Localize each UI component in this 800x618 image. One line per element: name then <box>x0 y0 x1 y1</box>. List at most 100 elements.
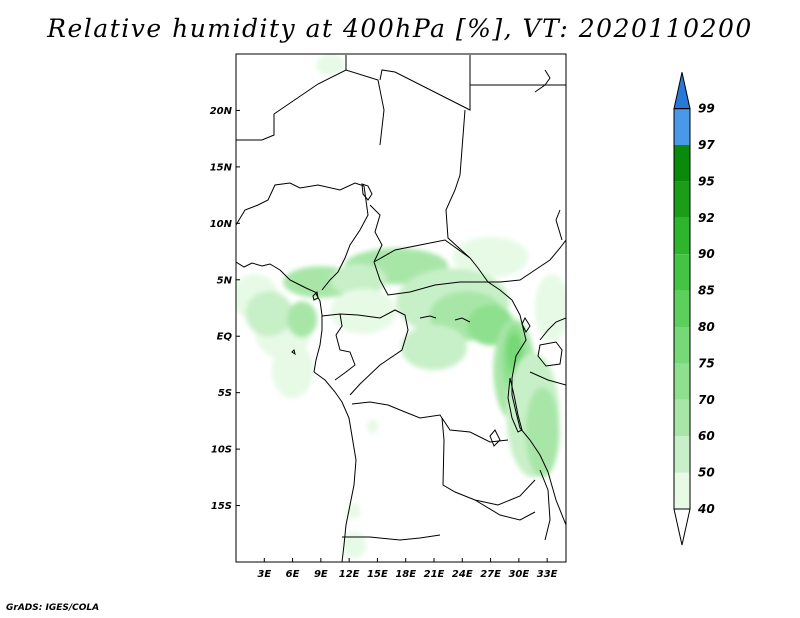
humidity-contour-40 <box>271 341 314 399</box>
congo-drc-border <box>349 309 409 396</box>
uganda-kenya-border <box>539 317 566 341</box>
colorbar-label: 92 <box>698 211 715 225</box>
chad-cameroon-border <box>369 204 383 263</box>
lon-tick-label: 33E <box>537 569 558 580</box>
colorbar-label: 97 <box>698 138 715 152</box>
central-coastline <box>313 371 357 562</box>
bioko-island <box>312 290 319 301</box>
colorbar-segment <box>674 108 690 145</box>
lon-tick-label: 6E <box>286 569 300 580</box>
humidity-contour-50 <box>245 291 293 337</box>
car-south-border <box>373 261 513 301</box>
lon-tick-label: 24E <box>452 569 473 580</box>
humidity-contour-40 <box>330 288 397 334</box>
colorbar-label: 85 <box>698 284 715 298</box>
colorbar-segment <box>674 217 690 255</box>
south-sudan-border <box>488 239 566 283</box>
colorbar-label: 75 <box>698 356 715 370</box>
humidity-contour-40 <box>367 419 379 434</box>
lon-tick-label: 27E <box>480 569 501 580</box>
lon-tick-label: 3E <box>257 569 271 580</box>
mweru-lake <box>489 429 501 447</box>
lat-tick-label: 5N <box>217 275 233 286</box>
lat-tick-label: 15S <box>211 501 232 512</box>
sao-tome-island <box>291 349 296 356</box>
lat-tick-label: 5S <box>218 388 232 399</box>
colorbar-label: 99 <box>698 102 715 116</box>
gabon-congo-border <box>334 313 356 381</box>
mali-niger-border <box>273 69 385 146</box>
drc-east-border <box>511 299 549 473</box>
colorbar-label: 50 <box>698 466 715 480</box>
niger-nigeria-border <box>236 182 365 226</box>
car-border <box>373 239 471 263</box>
map-frame <box>235 53 567 563</box>
humidity-contour-40 <box>534 274 566 342</box>
humidity-contour-75 <box>506 332 522 374</box>
lat-tick-label: 20N <box>210 106 233 117</box>
grads-credit: GrADS: IGES/COLA <box>6 603 100 613</box>
map-axes: 20N 15N 10N 5N EQ 5S 10S 15S 3E 6E 9E 12E 15E 18E 21E 2… <box>210 106 558 580</box>
plot-title: Relative humidity at 400hPa [%], VT: 202… <box>47 14 753 43</box>
mauritania-border <box>236 114 275 141</box>
colorbar-upper-extend <box>673 72 691 110</box>
colorbar-segment <box>674 145 690 182</box>
tanzania-border <box>529 371 566 386</box>
cameroon-south-border <box>321 313 381 319</box>
drc-south-border <box>351 401 509 443</box>
humidity-contour-50 <box>401 324 467 371</box>
lake-albert <box>521 316 531 333</box>
colorbar-label: 40 <box>697 502 715 516</box>
lake-victoria <box>537 341 563 367</box>
humidity-contour-50 <box>330 263 387 296</box>
colorbar-lower-extend <box>673 508 691 546</box>
ethiopia-border <box>555 209 563 241</box>
lon-tick-label: 30E <box>508 569 529 580</box>
malawi-lake <box>539 469 551 541</box>
mozambique-border <box>547 471 566 526</box>
colorbar-label: 80 <box>698 320 715 334</box>
colorbar-segment <box>674 399 690 437</box>
chad-lake <box>361 183 373 201</box>
lon-tick-label: 15E <box>367 569 388 580</box>
colorbar-label: 95 <box>698 174 715 188</box>
colorbar-segment <box>674 254 690 291</box>
egypt-sudan-border <box>469 84 566 110</box>
colorbar: 40 50 60 70 75 80 85 90 92 95 97 99 <box>673 72 715 546</box>
zimbabwe-border <box>474 499 536 521</box>
lon-tick-label: 9E <box>314 569 328 580</box>
humidity-contour-40 <box>316 55 345 76</box>
lon-tick-label: 21E <box>424 569 445 580</box>
humidity-field <box>236 55 566 559</box>
humidity-contour-60 <box>286 301 318 338</box>
lat-tick-label: 10N <box>210 219 233 230</box>
dashed-lake-1 <box>419 315 437 319</box>
lat-tick-label: 15N <box>210 162 233 173</box>
colorbar-segment <box>674 327 690 364</box>
humidity-contour-40 <box>347 503 361 520</box>
colorbar-segment <box>674 436 690 473</box>
colorbar-label: 60 <box>698 429 715 443</box>
country-borders <box>236 55 566 562</box>
lat-tick-label: EQ <box>217 332 233 343</box>
colorbar-label: 70 <box>698 393 715 407</box>
chad-sudan-border <box>445 109 489 283</box>
colorbar-segment <box>674 363 690 400</box>
lon-tick-label: 18E <box>395 569 416 580</box>
lat-tick-label: 10S <box>211 445 232 456</box>
humidity-contour-60 <box>525 387 560 478</box>
humidity-contour-40 <box>452 236 529 278</box>
colorbar-label: 90 <box>698 247 715 261</box>
angola-namibia-border <box>342 534 441 541</box>
nile-red-sea-coast <box>534 69 551 93</box>
zambia-angola-border <box>441 417 536 506</box>
lake-tanganyika <box>507 377 523 433</box>
colorbar-frame <box>673 108 691 510</box>
lon-tick-label: 12E <box>339 569 360 580</box>
west-africa-coastline <box>236 261 323 373</box>
humidity-contour-40 <box>341 531 367 559</box>
dashed-lake-2 <box>454 317 471 323</box>
colorbar-segment <box>674 290 690 327</box>
colorbar-segment <box>674 181 690 218</box>
